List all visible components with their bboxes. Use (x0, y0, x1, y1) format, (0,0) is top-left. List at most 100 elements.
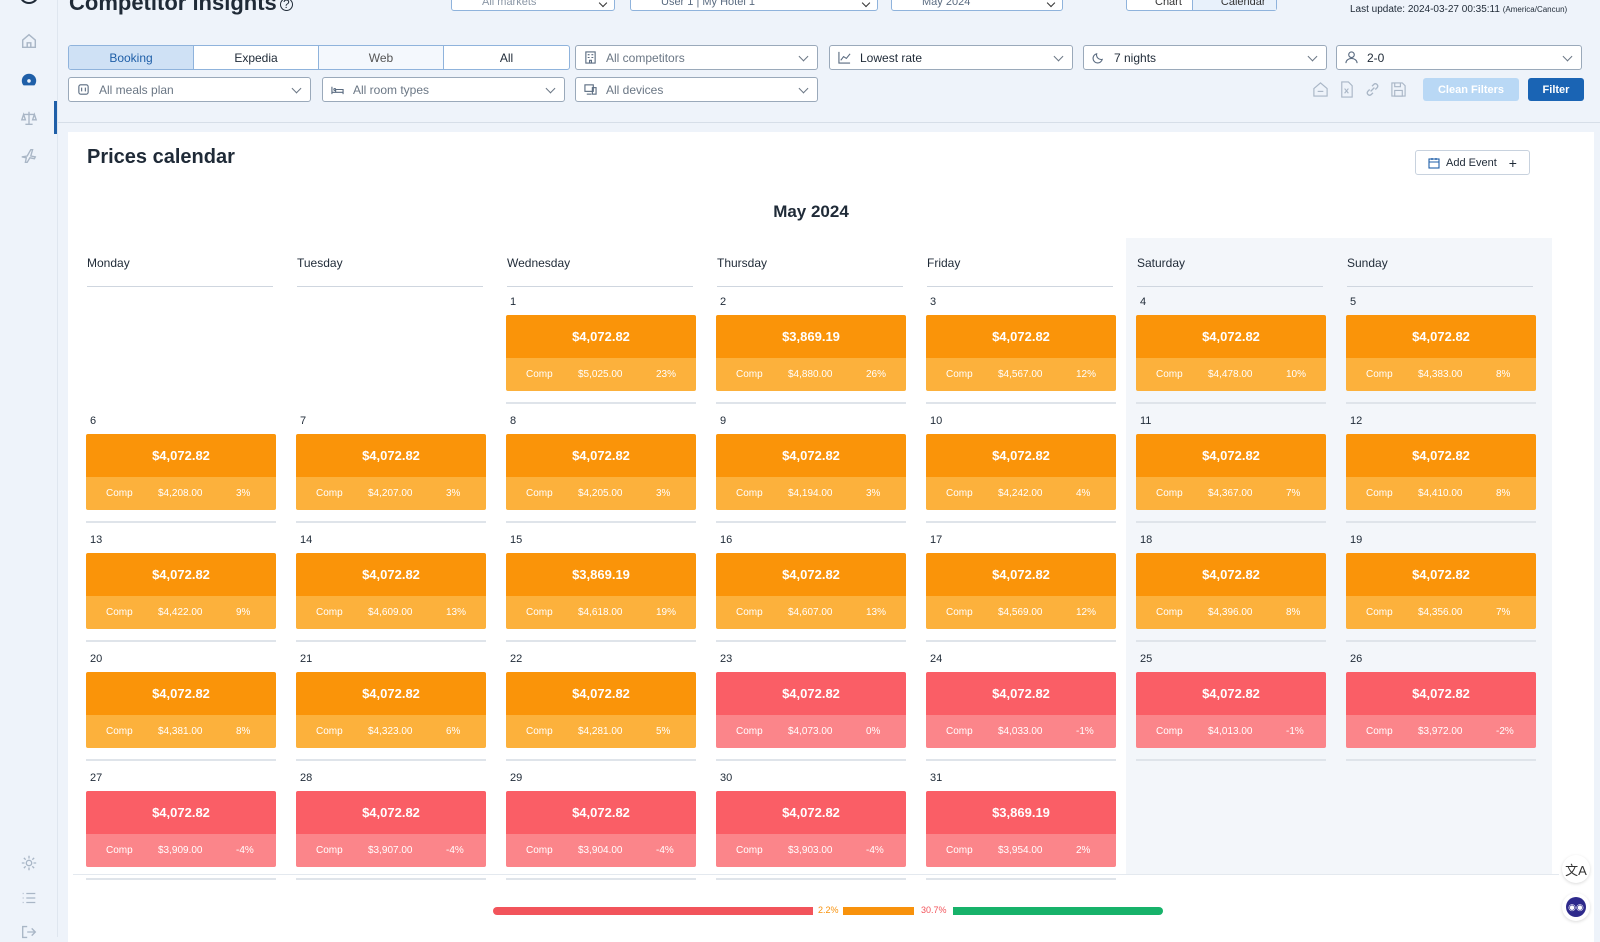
comp-row: Comp $4,422.00 9% (86, 596, 276, 629)
comp-label: Comp (316, 607, 343, 618)
cell-divider (926, 640, 1116, 642)
cell-divider (1346, 759, 1536, 761)
comp-label: Comp (526, 607, 553, 618)
hotel-home-icon[interactable] (1311, 80, 1329, 98)
my-price: $4,072.82 (1136, 553, 1326, 596)
my-price: $4,072.82 (506, 791, 696, 834)
my-price: $4,072.82 (296, 672, 486, 715)
comp-row: Comp $4,323.00 6% (296, 715, 486, 748)
scale-icon[interactable] (19, 108, 39, 128)
weekday-sunday: Sunday (1347, 256, 1388, 270)
cell-divider (86, 878, 276, 880)
help-icon[interactable]: ? (279, 0, 293, 11)
my-price: $3,869.19 (716, 315, 906, 358)
clean-filters-button[interactable]: Clean Filters (1423, 78, 1519, 101)
my-price: $4,072.82 (716, 791, 906, 834)
comp-price: $4,356.00 (1418, 607, 1463, 618)
cell-divider (716, 878, 906, 880)
comp-label: Comp (736, 845, 763, 856)
comp-row: Comp $4,242.00 4% (926, 477, 1116, 510)
comp-row: Comp $4,208.00 3% (86, 477, 276, 510)
comp-row: Comp $4,281.00 5% (506, 715, 696, 748)
cell-divider (716, 402, 906, 404)
cell-divider (1136, 640, 1326, 642)
my-price: $4,072.82 (1136, 315, 1326, 358)
calendar-view-button[interactable]: Calendar (1191, 0, 1276, 10)
hotel-select[interactable]: User 1 | My Hotel 1 (630, 0, 878, 11)
meals-select[interactable]: All meals plan (68, 77, 311, 102)
excel-icon[interactable] (1337, 80, 1355, 98)
list-icon[interactable] (19, 888, 39, 908)
comp-label: Comp (526, 726, 553, 737)
my-price: $4,072.82 (506, 672, 696, 715)
comp-diff-pct: 10% (1286, 369, 1307, 380)
tab-expedia[interactable]: Expedia (194, 46, 319, 69)
cell-divider (1136, 521, 1326, 523)
cell-divider (1136, 402, 1326, 404)
my-price: $3,869.19 (506, 553, 696, 596)
occupancy-select[interactable]: 2-0 (1336, 45, 1582, 70)
room-types-select[interactable]: All room types (322, 77, 565, 102)
tab-booking[interactable]: Booking (69, 46, 194, 69)
chart-view-button[interactable]: Chart (1155, 0, 1182, 8)
add-event-button[interactable]: Add Event + (1415, 150, 1530, 175)
calendar-icon (1428, 157, 1440, 169)
comp-label: Comp (1156, 488, 1183, 499)
day-number: 6 (90, 415, 97, 427)
link-icon[interactable] (1363, 80, 1381, 98)
plane-icon[interactable] (19, 146, 39, 166)
devices-select[interactable]: All devices (575, 77, 818, 102)
comp-label: Comp (1156, 369, 1183, 380)
comp-label: Comp (1156, 726, 1183, 737)
comp-label: Comp (1366, 488, 1393, 499)
weekday-underline (507, 286, 693, 287)
rate-select[interactable]: Lowest rate (829, 45, 1073, 70)
home-icon[interactable] (19, 31, 39, 51)
day-number: 10 (930, 415, 943, 427)
my-price: $4,072.82 (296, 791, 486, 834)
comp-diff-pct: -4% (236, 845, 254, 856)
comp-label: Comp (526, 369, 553, 380)
dashboard-icon[interactable] (19, 70, 39, 90)
cell-divider (1346, 521, 1536, 523)
translate-icon[interactable]: 文A (1562, 855, 1590, 883)
nights-select[interactable]: 7 nights (1083, 45, 1327, 70)
comp-label: Comp (1366, 607, 1393, 618)
comp-label: Comp (1366, 369, 1393, 380)
comp-label: Comp (316, 488, 343, 499)
month-select[interactable]: May 2024 (891, 0, 1063, 11)
filter-button[interactable]: Filter (1528, 78, 1584, 101)
price-position-legend: 2.2% 30.7% (493, 905, 1163, 915)
markets-select[interactable]: All markets (451, 0, 615, 11)
day-number: 4 (1140, 296, 1147, 308)
my-price: $4,072.82 (86, 553, 276, 596)
day-number: 30 (720, 772, 733, 784)
chatbot-button[interactable]: ◉◉ (1562, 893, 1590, 921)
competitors-select[interactable]: All competitors (575, 45, 818, 70)
logout-icon[interactable] (19, 922, 39, 942)
comp-row: Comp $3,954.00 2% (926, 834, 1116, 867)
gear-icon[interactable] (19, 853, 39, 873)
comp-label: Comp (106, 845, 133, 856)
comp-price: $4,208.00 (158, 488, 203, 499)
cell-divider (1346, 640, 1536, 642)
tab-web[interactable]: Web (319, 46, 444, 69)
save-icon[interactable] (1389, 80, 1407, 98)
cell-divider (926, 521, 1116, 523)
tab-all[interactable]: All (499, 50, 514, 65)
comp-diff-pct: 8% (1496, 488, 1511, 499)
comp-row: Comp $4,205.00 3% (506, 477, 696, 510)
day-number: 26 (1350, 653, 1363, 665)
weekday-monday: Monday (87, 256, 130, 270)
month-select-value: May 2024 (922, 0, 971, 8)
legend-red-pct: 30.7% (921, 905, 947, 915)
my-price: $4,072.82 (296, 434, 486, 477)
cell-divider (506, 878, 696, 880)
day-number: 17 (930, 534, 943, 546)
last-update-text: Last update: 2024-03-27 00:35:11 (1350, 4, 1500, 15)
comp-label: Comp (736, 726, 763, 737)
comp-label: Comp (946, 726, 973, 737)
nights-select-value: 7 nights (1114, 50, 1157, 65)
comp-price: $4,205.00 (578, 488, 623, 499)
comp-price: $4,242.00 (998, 488, 1043, 499)
